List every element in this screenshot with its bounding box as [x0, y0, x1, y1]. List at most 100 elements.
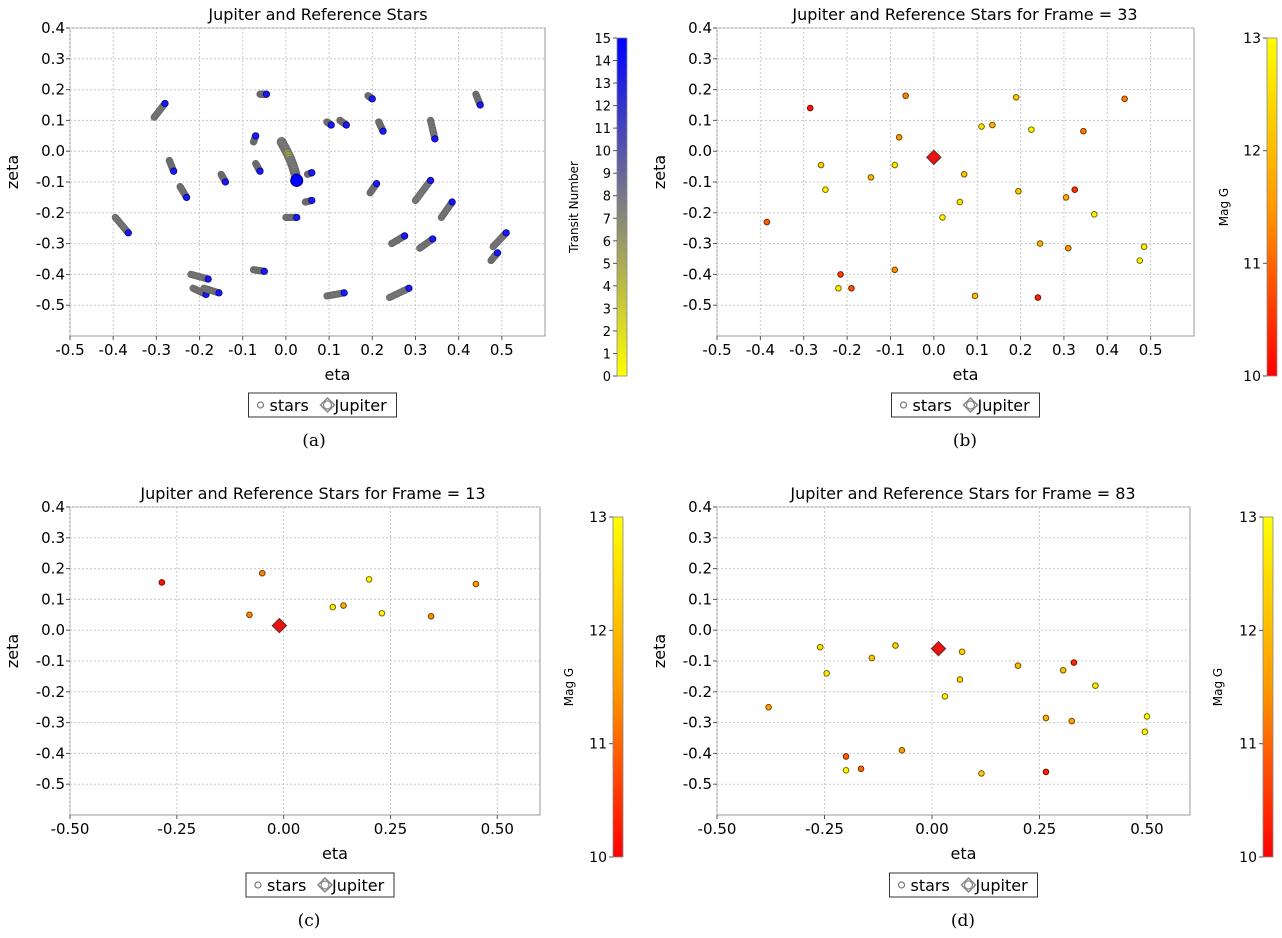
star-track [366, 179, 381, 197]
star-track [411, 176, 435, 205]
star-point [327, 121, 335, 129]
star-point [1143, 713, 1151, 720]
colorbar-label: Transit Number [567, 161, 581, 254]
colorbar-tick-label: 15 [594, 32, 611, 47]
colorbar-tick-label: 8 [603, 190, 611, 205]
colorbar-tick-label: 13 [589, 510, 607, 526]
x-tick-label: -0.5 [55, 341, 84, 359]
star-point [823, 670, 830, 677]
y-tick-label: -0.3 [683, 235, 712, 253]
colorbar-tick-label: 11 [1243, 256, 1261, 272]
star-point [848, 284, 855, 292]
colorbar-label: Mag G [562, 668, 576, 706]
y-tick-label: -0.5 [36, 296, 65, 314]
star-point [368, 95, 376, 103]
star-track [426, 116, 439, 143]
panel-caption: (d) [951, 911, 975, 931]
colorbar-tick-label: 10 [1239, 850, 1257, 866]
star-track [176, 183, 191, 201]
star-point [941, 693, 949, 700]
y-tick-label: 0.2 [41, 560, 65, 578]
star-point [448, 198, 456, 206]
star-point [493, 249, 502, 257]
star-point [262, 90, 271, 98]
y-tick-label: -0.1 [683, 173, 712, 191]
y-tick-label: 0.1 [688, 590, 712, 608]
colorbar: 10 11 12 13 Mag G [1217, 31, 1278, 385]
x-tick-label: -0.50 [51, 820, 90, 838]
star-point [378, 609, 386, 617]
star-point [182, 193, 191, 201]
data-points [763, 92, 1148, 301]
colorbar-tick-label: 11 [1239, 737, 1257, 753]
legend-jupiter-icon-ring [322, 400, 333, 410]
star-point [1042, 714, 1050, 722]
star-point [502, 229, 510, 237]
y-tick-label: -0.4 [683, 744, 712, 762]
chart-title: Jupiter and Reference Stars for Frame = … [791, 5, 1137, 24]
star-point [1015, 187, 1022, 195]
star-point [260, 267, 268, 275]
star-point [806, 104, 814, 112]
star-point [978, 123, 985, 130]
colorbar-tick-label: 12 [594, 100, 611, 115]
star-track [323, 118, 335, 129]
star-track [301, 196, 316, 206]
star-point [956, 676, 964, 683]
star-point [158, 579, 166, 586]
x-tick-label: 0.2 [1009, 341, 1033, 359]
star-point [958, 648, 966, 656]
star-point [329, 603, 337, 611]
legend-label-stars: stars [913, 396, 952, 415]
legend-star-icon [897, 881, 906, 889]
star-point [1064, 244, 1072, 252]
x-tick-label: 0.50 [481, 820, 514, 838]
x-tick-label: 0.25 [1023, 820, 1056, 838]
star-track [303, 169, 316, 178]
x-tick-label: 0.4 [1095, 341, 1119, 359]
colorbar-tick-label: 4 [603, 280, 611, 295]
y-tick-label: 0.4 [41, 19, 65, 37]
x-tick-label: -0.1 [876, 341, 905, 359]
x-tick-label: -0.4 [99, 341, 128, 359]
star-track [364, 92, 376, 103]
y-tick-label: 0.4 [41, 498, 65, 516]
colorbar-tick-label: 3 [603, 302, 611, 317]
star-point [1080, 127, 1087, 135]
x-tick-label: 0.4 [447, 341, 471, 359]
colorbar-tick-label: 0 [603, 370, 611, 385]
colorbar-label: Mag G [1217, 188, 1231, 226]
y-tick-label: 0.0 [41, 142, 65, 160]
star-point [427, 613, 435, 620]
colorbar-tick-label: 11 [589, 737, 607, 753]
star-track [416, 235, 437, 252]
x-tick-label: 0.0 [922, 341, 946, 359]
y-tick-label: -0.3 [36, 714, 65, 732]
y-tick-label: 0.4 [688, 498, 712, 516]
star-track [472, 90, 484, 109]
star-track [375, 118, 387, 135]
star-point [817, 161, 825, 169]
x-tick-label: -0.4 [746, 341, 775, 359]
colorbar-tick-label: 13 [594, 77, 611, 92]
star-point [842, 767, 850, 774]
star-point [1090, 211, 1098, 218]
legend-jupiter-icon-ring [963, 880, 974, 890]
legend-jupiter-icon-ring [320, 880, 330, 890]
chart-title: Jupiter and Reference Stars [207, 5, 427, 24]
grid-lines [716, 27, 1194, 336]
legend-label-jupiter: Jupiter [331, 876, 385, 895]
star-point [340, 289, 348, 297]
star-point [1141, 728, 1149, 736]
star-point [978, 770, 985, 777]
jupiter-marker [290, 173, 304, 187]
x-tick-label: -0.25 [157, 820, 196, 838]
star-track [150, 99, 169, 121]
y-tick-label: -0.4 [36, 744, 65, 762]
x-tick-label: 0.00 [915, 820, 948, 838]
legend-jupiter-icon-ring [965, 400, 976, 410]
star-point [426, 176, 435, 185]
y-tick-label: 0.1 [41, 111, 65, 129]
x-tick-label: -0.2 [832, 341, 861, 359]
star-track [200, 284, 223, 297]
